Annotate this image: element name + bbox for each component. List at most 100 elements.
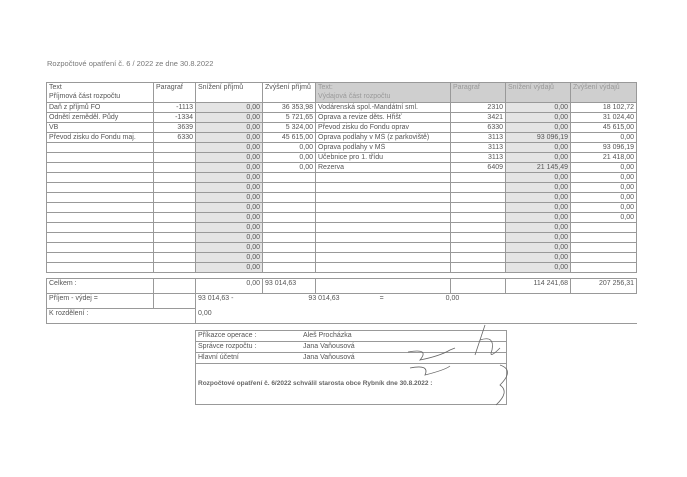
cell-left-text xyxy=(46,162,154,173)
cell-snizeni-prijmu: 0,00 xyxy=(195,242,263,253)
cell-snizeni-prijmu: 0,00 xyxy=(195,232,263,243)
summary-table: Celkem : 0,00 93 014,63 114 241,68 207 2… xyxy=(46,278,637,324)
cell-paragraf-2: 2310 xyxy=(450,102,506,113)
table-row: 0,00 0,00 Rezerva 6409 21 145,49 0,00 xyxy=(46,162,637,173)
cell-zvyseni-prijmu xyxy=(262,212,316,223)
cell-right-text xyxy=(315,192,451,203)
cell-right-text xyxy=(315,232,451,243)
cell-paragraf: 3639 xyxy=(153,122,196,133)
cell-left-text xyxy=(46,142,154,153)
table-row: 0,00 0,00 xyxy=(46,222,637,233)
cell-left-text: Daň z příjmů FO xyxy=(46,102,154,113)
cell-snizeni-vydaju: 0,00 xyxy=(505,102,571,113)
cell-paragraf-2 xyxy=(450,182,506,193)
cell-zvyseni-vydaju xyxy=(570,222,637,233)
balance-label: Příjem - výdej = xyxy=(46,293,154,309)
k-rozdeleni-value: 0,00 xyxy=(198,309,212,317)
cell-snizeni-vydaju: 21 145,49 xyxy=(505,162,571,173)
cell-left-text: VB xyxy=(46,122,154,133)
cell-zvyseni-prijmu: 5 721,65 xyxy=(262,112,316,123)
cell-paragraf xyxy=(153,212,196,223)
cell-snizeni-vydaju: 0,00 xyxy=(505,192,571,203)
cell-zvyseni-prijmu xyxy=(262,252,316,263)
cell-zvyseni-prijmu: 5 324,00 xyxy=(262,122,316,133)
cell-left-text xyxy=(46,232,154,243)
cell-zvyseni-prijmu xyxy=(262,192,316,203)
document-title: Rozpočtové opatření č. 6 / 2022 ze dne 3… xyxy=(47,59,214,68)
totals-label: Celkem : xyxy=(46,278,154,294)
table-row: Odnětí zeměděl. Půdy -1334 0,00 5 721,65 Opr… xyxy=(46,112,637,123)
cell-paragraf-2 xyxy=(450,252,506,263)
cell-paragraf-2: 3113 xyxy=(450,142,506,153)
cell-paragraf: -1113 xyxy=(153,102,196,113)
cell-zvyseni-vydaju xyxy=(570,262,637,273)
cell-left-text xyxy=(46,202,154,213)
cell-paragraf-2: 3421 xyxy=(450,112,506,123)
cell-zvyseni-vydaju: 18 102,72 xyxy=(570,102,637,113)
cell-left-text xyxy=(46,192,154,203)
balance-prijem: 93 014,63 - xyxy=(198,295,234,302)
cell-paragraf xyxy=(153,232,196,243)
balance-eq: = xyxy=(379,295,384,302)
cell-zvyseni-prijmu xyxy=(262,242,316,253)
cell-zvyseni-prijmu xyxy=(262,202,316,213)
cell-zvyseni-prijmu xyxy=(262,232,316,243)
cell-right-text xyxy=(315,182,451,193)
cell-snizeni-prijmu: 0,00 xyxy=(195,132,263,143)
cell-paragraf xyxy=(153,222,196,233)
cell-paragraf-2: 6330 xyxy=(450,122,506,133)
cell-snizeni-vydaju: 0,00 xyxy=(505,242,571,253)
cell-snizeni-prijmu: 0,00 xyxy=(195,152,263,163)
signature-row: Správce rozpočtu : Jana Vaňousová xyxy=(196,342,506,353)
totals-snizeni-prijmu: 0,00 xyxy=(195,278,263,294)
cell-paragraf-2 xyxy=(450,262,506,273)
cell-snizeni-vydaju: 0,00 xyxy=(505,262,571,273)
cell-zvyseni-vydaju: 45 615,00 xyxy=(570,122,637,133)
cell-snizeni-prijmu: 0,00 xyxy=(195,112,263,123)
cell-right-text: Převod zisku do Fondu oprav xyxy=(315,122,451,133)
cell-paragraf xyxy=(153,172,196,183)
cell-paragraf xyxy=(153,152,196,163)
cell-zvyseni-vydaju xyxy=(570,242,637,253)
cell-zvyseni-vydaju: 0,00 xyxy=(570,202,637,213)
cell-right-text xyxy=(315,172,451,183)
cell-left-text: Převod zisku do Fondu maj. xyxy=(46,132,154,143)
cell-paragraf-2 xyxy=(450,232,506,243)
cell-zvyseni-prijmu: 0,00 xyxy=(262,152,316,163)
cell-right-text: Rezerva xyxy=(315,162,451,173)
cell-left-text xyxy=(46,172,154,183)
cell-paragraf-2: 3113 xyxy=(450,132,506,143)
cell-right-text: Oprava a revize děts. Hřišť xyxy=(315,112,451,123)
cell-left-text xyxy=(46,152,154,163)
cell-paragraf-2 xyxy=(450,212,506,223)
cell-zvyseni-prijmu: 0,00 xyxy=(262,162,316,173)
cell-zvyseni-prijmu: 0,00 xyxy=(262,142,316,153)
cell-zvyseni-prijmu xyxy=(262,172,316,183)
cell-snizeni-prijmu: 0,00 xyxy=(195,192,263,203)
cell-snizeni-prijmu: 0,00 xyxy=(195,222,263,233)
cell-snizeni-prijmu: 0,00 xyxy=(195,262,263,273)
totals-row: Celkem : 0,00 93 014,63 114 241,68 207 2… xyxy=(46,278,637,294)
cell-snizeni-prijmu: 0,00 xyxy=(195,102,263,113)
cell-snizeni-vydaju: 0,00 xyxy=(505,152,571,163)
table-row: 0,00 0,00 xyxy=(46,232,637,243)
cell-left-text: Odnětí zeměděl. Půdy xyxy=(46,112,154,123)
table-row: 0,00 0,00 0,00 xyxy=(46,212,637,223)
table-row: 0,00 0,00 0,00 xyxy=(46,202,637,213)
cell-zvyseni-vydaju: 0,00 xyxy=(570,192,637,203)
header-zvyseni-vydaju: Zvýšení výdajů xyxy=(570,82,637,103)
table-row: 0,00 0,00 Učebnice pro 1. třídu 3113 0,00 21 … xyxy=(46,152,637,163)
cell-paragraf-2 xyxy=(450,172,506,183)
cell-snizeni-vydaju: 0,00 xyxy=(505,222,571,233)
cell-snizeni-prijmu: 0,00 xyxy=(195,212,263,223)
table-row: VB 3639 0,00 5 324,00 Převod zisku do Fondu … xyxy=(46,122,637,133)
signature-block: Příkazce operace : Aleš Procházka Správce… xyxy=(195,330,507,405)
cell-left-text xyxy=(46,222,154,233)
cell-snizeni-prijmu: 0,00 xyxy=(195,252,263,263)
cell-right-text xyxy=(315,242,451,253)
approval-note: Rozpočtové opatření č. 6/2022 schválil s… xyxy=(198,380,433,387)
cell-snizeni-vydaju: 0,00 xyxy=(505,182,571,193)
header-paragraf-2: Paragraf xyxy=(450,82,506,103)
balance-vydaj: 93 014,63 xyxy=(308,295,340,302)
cell-left-text xyxy=(46,262,154,273)
